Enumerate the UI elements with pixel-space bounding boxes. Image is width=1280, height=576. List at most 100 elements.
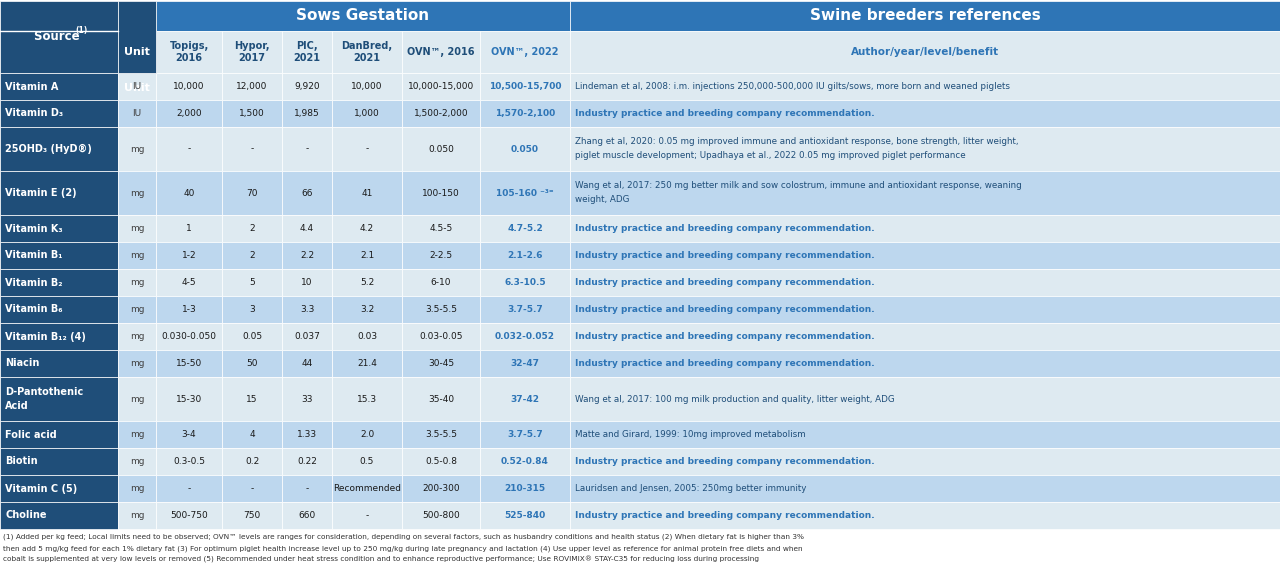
Text: 2.1: 2.1 (360, 251, 374, 260)
Text: OVN™, 2022: OVN™, 2022 (492, 47, 559, 57)
Text: 100-150: 100-150 (422, 188, 460, 198)
Text: Vitamin E (2): Vitamin E (2) (5, 188, 77, 198)
Bar (332, 350, 402, 377)
Bar (570, 377, 1280, 421)
Text: -: - (306, 484, 308, 493)
Text: 37-42: 37-42 (511, 395, 539, 404)
Bar (221, 296, 282, 323)
Bar (156, 215, 221, 242)
Bar (570, 502, 1280, 529)
Text: 2,000: 2,000 (177, 109, 202, 118)
Bar (480, 269, 570, 296)
Bar (118, 171, 156, 215)
Text: D-Pantothenic: D-Pantothenic (5, 387, 83, 397)
Text: 3-4: 3-4 (182, 430, 196, 439)
Text: 15-30: 15-30 (175, 395, 202, 404)
Text: 6.3-10.5: 6.3-10.5 (504, 278, 545, 287)
Bar (402, 323, 480, 350)
Bar (0, 127, 118, 171)
Bar (221, 215, 282, 242)
Bar (221, 350, 282, 377)
Bar (282, 31, 332, 73)
Bar (332, 323, 402, 350)
Bar (156, 269, 221, 296)
Text: -: - (187, 484, 191, 493)
Text: Biotin: Biotin (5, 457, 37, 467)
Bar (221, 127, 282, 171)
Text: Wang et al, 2017: 250 mg better milk and sow colostrum, immune and antioxidant r: Wang et al, 2017: 250 mg better milk and… (575, 181, 1021, 191)
Text: 21.4: 21.4 (357, 359, 376, 368)
Bar (570, 127, 1280, 171)
Bar (118, 448, 156, 475)
Text: 5.2: 5.2 (360, 278, 374, 287)
Text: mg: mg (129, 145, 145, 153)
Bar (221, 73, 282, 100)
Text: Industry practice and breeding company recommendation.: Industry practice and breeding company r… (575, 332, 874, 341)
Text: 3.2: 3.2 (360, 305, 374, 314)
Bar (156, 242, 221, 269)
Text: Wang et al, 2017: 100 mg milk production and quality, litter weight, ADG: Wang et al, 2017: 100 mg milk production… (575, 395, 895, 404)
Text: 0.22: 0.22 (297, 457, 317, 466)
Text: 0.5: 0.5 (360, 457, 374, 466)
Text: 15: 15 (246, 395, 257, 404)
Text: 1,570-2,100: 1,570-2,100 (495, 109, 556, 118)
Bar (0, 448, 118, 475)
Text: 4.2: 4.2 (360, 224, 374, 233)
Text: 40: 40 (183, 188, 195, 198)
Bar (221, 323, 282, 350)
Bar (0, 1, 118, 73)
Bar (0, 269, 118, 296)
Bar (402, 100, 480, 127)
Text: 10,000: 10,000 (173, 82, 205, 91)
Text: Matte and Girard, 1999: 10mg improved metabolism: Matte and Girard, 1999: 10mg improved me… (575, 430, 805, 439)
Bar (570, 448, 1280, 475)
Text: 0.52-0.84: 0.52-0.84 (500, 457, 549, 466)
Bar (480, 215, 570, 242)
Bar (402, 269, 480, 296)
Text: Vitamin B₁₂ (4): Vitamin B₁₂ (4) (5, 332, 86, 342)
Text: -: - (365, 145, 369, 153)
Bar (570, 296, 1280, 323)
Bar (480, 421, 570, 448)
Bar (282, 215, 332, 242)
Bar (282, 475, 332, 502)
Text: 4.7-5.2: 4.7-5.2 (507, 224, 543, 233)
Text: Vitamin B₁: Vitamin B₁ (5, 251, 63, 260)
Bar (118, 421, 156, 448)
Text: 10: 10 (301, 278, 312, 287)
Text: mg: mg (129, 511, 145, 520)
Bar (570, 1, 1280, 31)
Bar (156, 296, 221, 323)
Bar (402, 377, 480, 421)
Bar (0, 323, 118, 350)
Bar (0, 73, 118, 100)
Text: 0.3-0.5: 0.3-0.5 (173, 457, 205, 466)
Text: Vitamin B₂: Vitamin B₂ (5, 278, 63, 287)
Text: Industry practice and breeding company recommendation.: Industry practice and breeding company r… (575, 278, 874, 287)
Bar (480, 242, 570, 269)
Text: mg: mg (129, 484, 145, 493)
Bar (118, 269, 156, 296)
Text: PIC,
2021: PIC, 2021 (293, 41, 320, 63)
Bar (118, 242, 156, 269)
Bar (0, 215, 118, 242)
Text: 0.050: 0.050 (511, 145, 539, 153)
Text: Niacin: Niacin (5, 358, 40, 369)
Bar (118, 127, 156, 171)
Text: 41: 41 (361, 188, 372, 198)
Bar (570, 475, 1280, 502)
Bar (118, 350, 156, 377)
Text: 3.5-5.5: 3.5-5.5 (425, 305, 457, 314)
Bar (118, 377, 156, 421)
Bar (402, 502, 480, 529)
Bar (221, 269, 282, 296)
Bar (156, 350, 221, 377)
Text: mg: mg (129, 278, 145, 287)
Text: 0.032-0.052: 0.032-0.052 (495, 332, 556, 341)
Bar (480, 171, 570, 215)
Text: 10,500-15,700: 10,500-15,700 (489, 82, 561, 91)
Bar (570, 421, 1280, 448)
Bar (570, 171, 1280, 215)
Bar (332, 269, 402, 296)
Text: 0.2: 0.2 (244, 457, 259, 466)
